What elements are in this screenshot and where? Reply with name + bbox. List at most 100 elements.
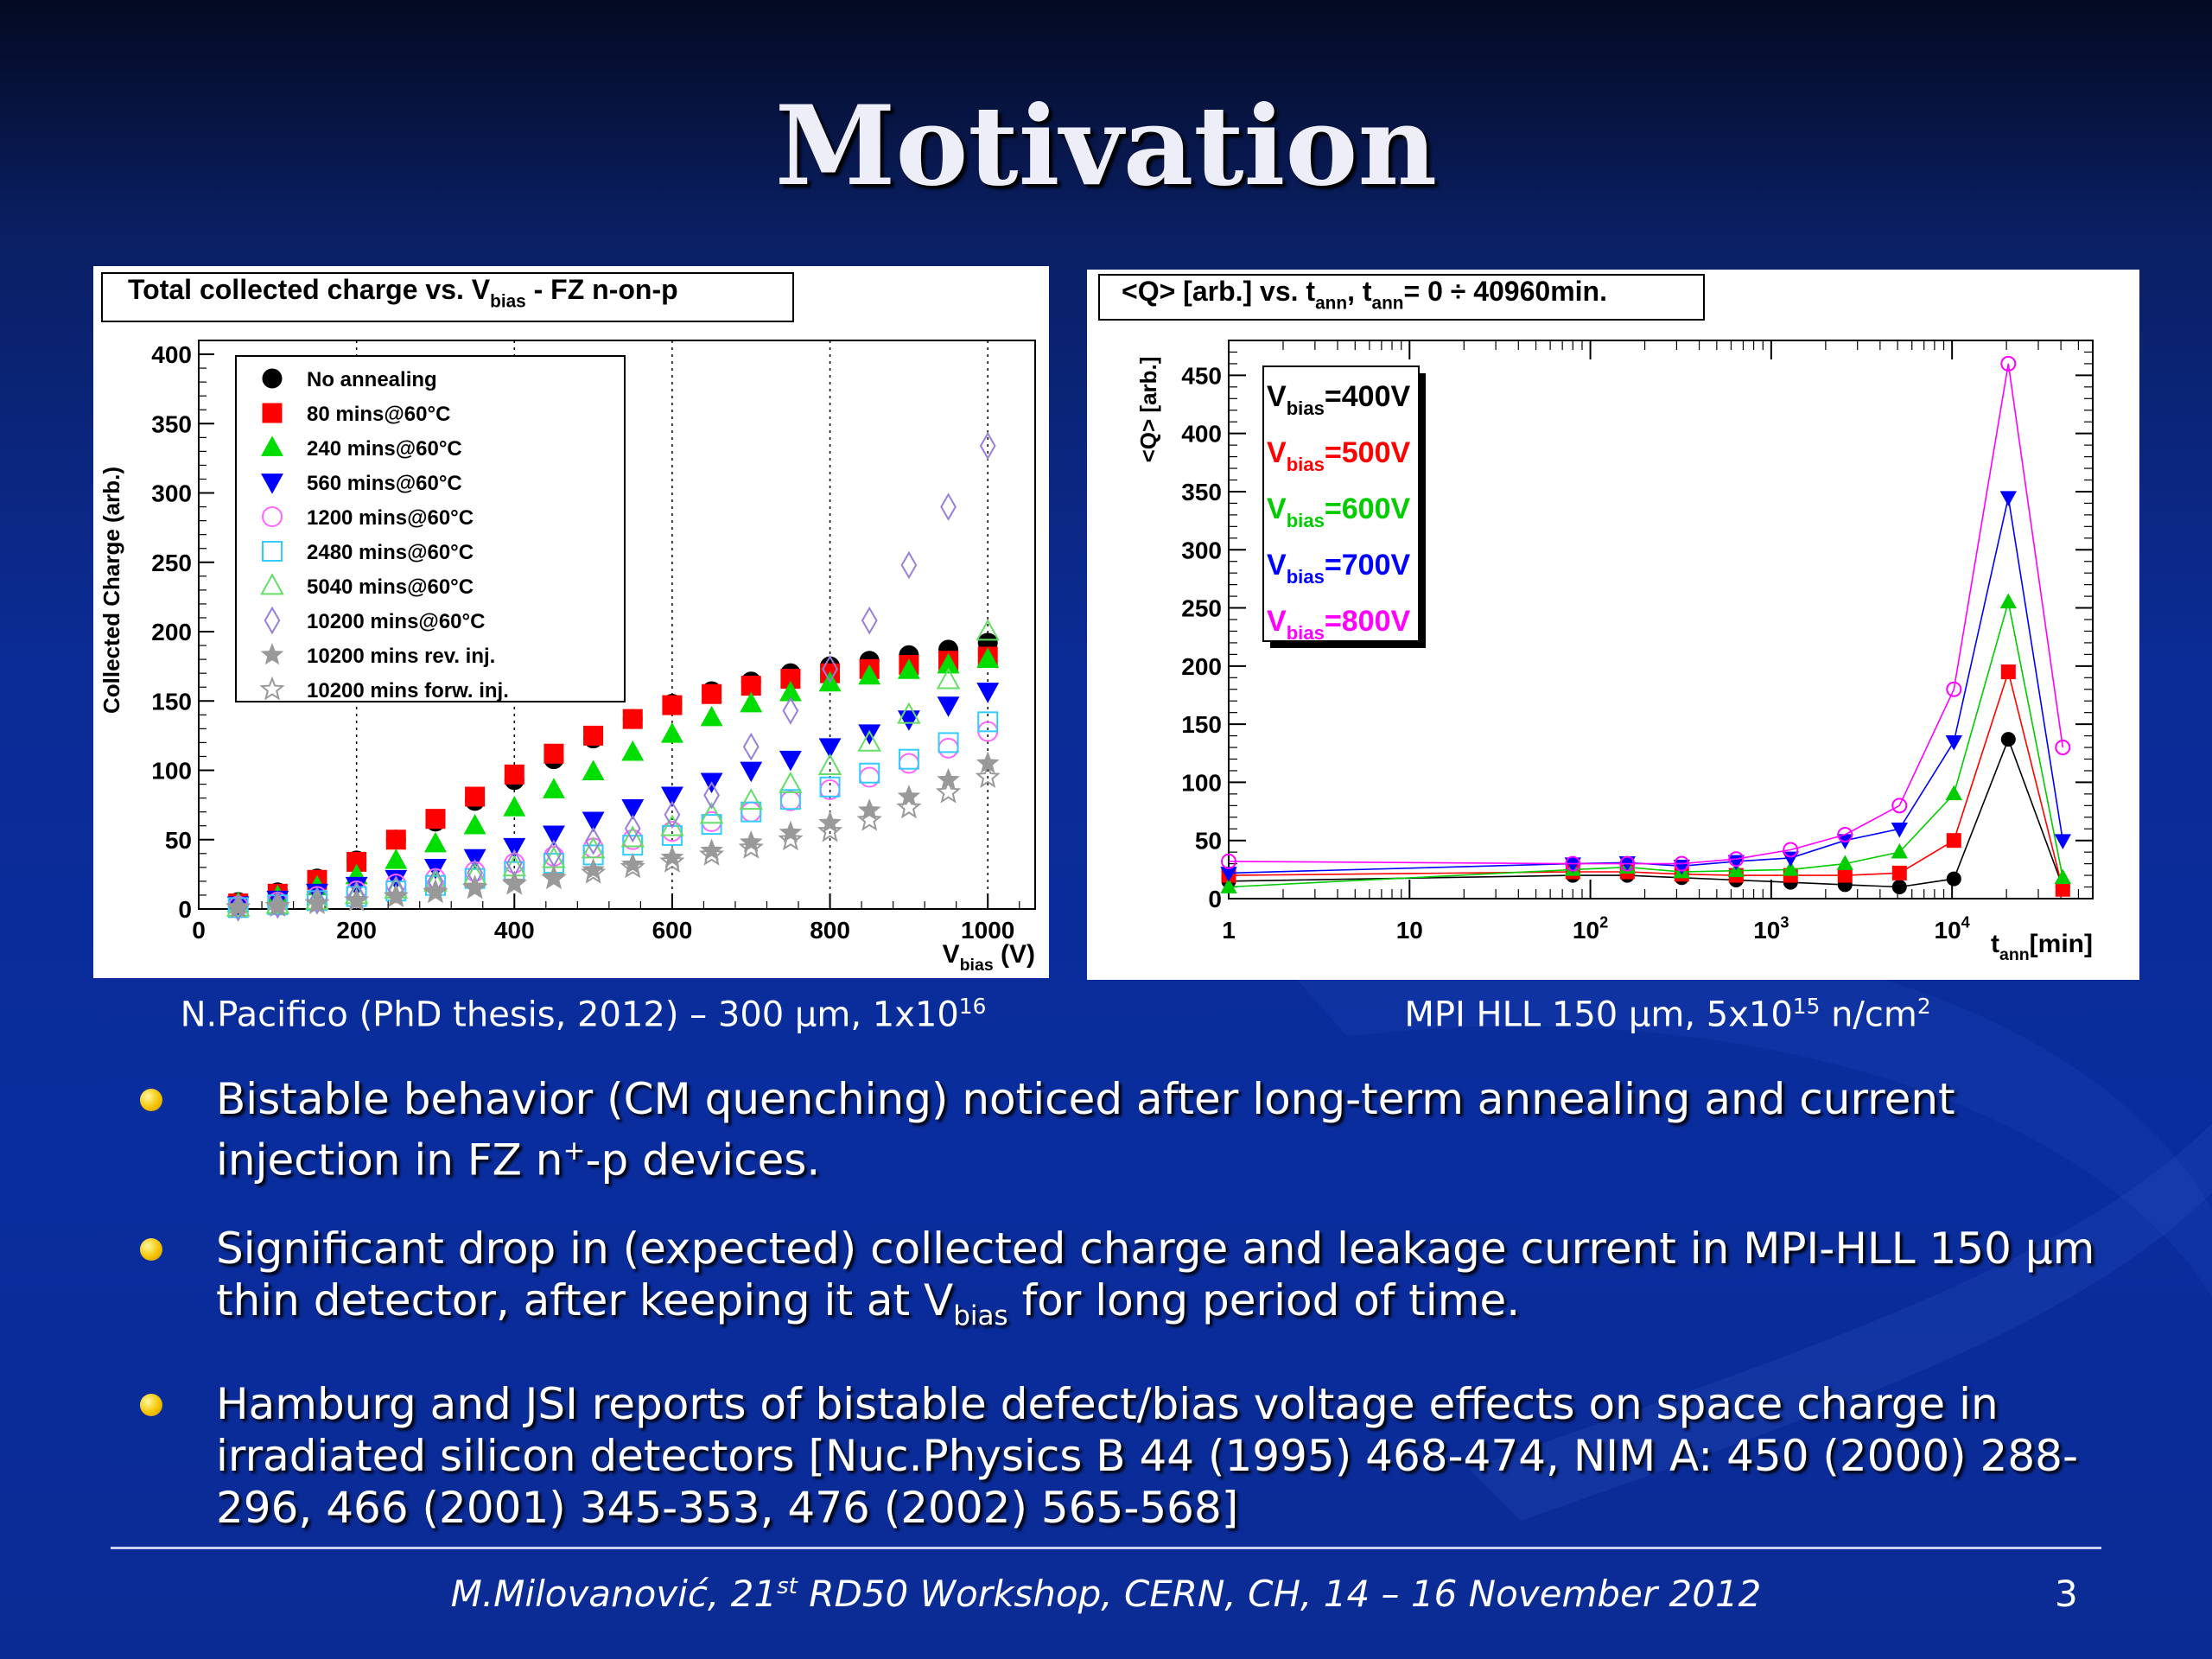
data-series <box>1221 355 2071 872</box>
data-point-marker <box>739 830 763 853</box>
data-point-marker <box>582 811 605 832</box>
data-point-marker <box>308 887 326 915</box>
data-point-marker <box>1891 865 1907 880</box>
data-point-marker <box>542 825 565 847</box>
data-point-marker <box>620 854 645 879</box>
caption-left-text: N.Pacifico (PhD thesis, 2012) – 300 µm, … <box>180 995 959 1035</box>
data-point-marker <box>425 809 446 830</box>
data-point-marker <box>226 893 251 918</box>
legend-label: 240 mins@60°C <box>307 437 462 461</box>
data-point-marker <box>779 771 803 793</box>
data-point-marker <box>261 435 283 456</box>
data-point-marker <box>385 849 408 869</box>
data-point-marker <box>1891 798 1908 814</box>
x-axis-label: Vbias (V) <box>943 940 1035 975</box>
data-series <box>230 431 996 922</box>
data-point-marker <box>2054 834 2071 849</box>
x-axis-label: tann[min] <box>1991 930 2093 964</box>
bullet-item: Bistable behavior (CM quenching) noticed… <box>130 1073 2134 1186</box>
data-point-marker <box>1946 833 1961 849</box>
data-point-marker <box>582 858 605 880</box>
page-number: 3 <box>2055 1573 2078 1615</box>
y-tick-label: 200 <box>1181 653 1222 680</box>
caption-left-exponent: 16 <box>958 994 987 1019</box>
data-point-marker <box>259 676 285 701</box>
data-point-marker <box>664 800 681 830</box>
data-point-marker <box>1564 857 1581 873</box>
collected-charge-chart: Total collected charge vs. Vbias - FZ n-… <box>99 272 1036 975</box>
data-point-marker <box>502 870 526 893</box>
data-point-marker <box>859 762 880 784</box>
data-point-marker <box>260 573 284 595</box>
legend-label: Vbias=400V <box>1267 380 1410 419</box>
data-point-marker <box>937 767 960 791</box>
right-chart-caption: MPI HLL 150 µm, 5x1015 n/cm2 <box>1244 994 2091 1034</box>
data-point-marker <box>739 788 764 810</box>
data-point-marker <box>621 740 645 761</box>
x-tick-label: 1000 <box>961 917 1014 944</box>
data-point-marker <box>423 879 448 901</box>
footer: M.Milovanović, 21st RD50 Workshop, CERN,… <box>0 1573 2212 1615</box>
data-point-marker <box>1565 855 1581 872</box>
chart-title: Total collected charge vs. Vbias - FZ n-… <box>128 274 678 312</box>
series-line <box>1228 363 2064 865</box>
data-point-marker <box>585 827 602 855</box>
slide-title: Motivation <box>774 82 1438 210</box>
legend-label: No annealing <box>307 368 437 391</box>
data-point-marker <box>262 541 283 562</box>
caption-right-unit: n/cm <box>1820 995 1917 1035</box>
data-point-marker <box>900 550 918 580</box>
data-point-marker <box>741 801 762 823</box>
data-point-marker <box>703 781 720 810</box>
data-point-marker <box>779 820 803 843</box>
data-point-marker <box>461 874 488 899</box>
data-point-marker <box>542 865 566 887</box>
data-point-marker <box>620 825 645 848</box>
data-point-marker <box>779 789 801 810</box>
data-series <box>226 764 1001 918</box>
legend-label: 2480 mins@60°C <box>307 541 474 564</box>
data-point-marker <box>660 722 683 743</box>
data-point-marker <box>859 766 880 788</box>
data-point-marker <box>621 798 645 820</box>
data-point-marker <box>861 606 878 635</box>
data-point-marker <box>740 761 763 783</box>
data-point-marker <box>938 737 959 759</box>
legend-label: 10200 mins@60°C <box>307 610 485 633</box>
data-point-marker <box>260 643 284 665</box>
legend-label: 560 mins@60°C <box>307 472 462 495</box>
data-series <box>226 751 1000 918</box>
data-point-marker <box>937 652 960 674</box>
y-tick-label: 0 <box>178 896 192 923</box>
y-tick-label: 150 <box>1181 711 1222 738</box>
chart-title-box <box>101 272 794 322</box>
data-point-marker <box>264 893 290 918</box>
x-tick-label: 103 <box>1753 913 1789 944</box>
data-point-marker <box>935 779 962 804</box>
data-point-marker <box>858 724 881 745</box>
x-tick-label: 104 <box>1935 913 1971 944</box>
data-point-marker <box>1836 855 1853 870</box>
footer-superscript: st <box>777 1573 798 1599</box>
data-point-marker <box>742 732 760 761</box>
data-point-marker <box>937 696 960 717</box>
chart-title-box <box>1098 274 1705 321</box>
footer-text: RD50 Workshop, CERN, CH, 14 – 16 Novembe… <box>797 1573 1762 1615</box>
data-point-marker <box>262 368 283 389</box>
x-tick-label: 0 <box>192 917 206 944</box>
chart-title: <Q> [arb.] vs. tann, tann= 0 ÷ 40960min. <box>1122 276 1607 314</box>
data-point-marker <box>1220 878 1237 893</box>
data-point-marker <box>463 874 487 897</box>
legend-box <box>235 355 626 702</box>
bullet-dot-icon <box>140 1393 162 1416</box>
data-point-marker <box>583 725 604 746</box>
data-point-marker <box>424 831 447 853</box>
data-point-marker <box>778 826 804 851</box>
legend-label: Vbias=800V <box>1267 605 1410 644</box>
data-point-marker <box>1999 491 2017 506</box>
data-point-marker <box>1221 853 1236 869</box>
legend-label: 5040 mins@60°C <box>307 575 474 599</box>
data-point-marker <box>819 776 841 798</box>
data-point-marker <box>1999 593 2017 609</box>
data-point-marker <box>975 764 1001 789</box>
